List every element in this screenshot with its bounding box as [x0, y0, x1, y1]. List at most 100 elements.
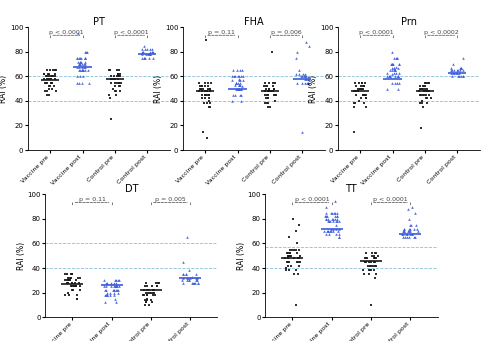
Point: [44, 71, 52, 77]
Point: [102, 280, 110, 285]
Point: [197, 86, 205, 91]
Point: [284, 259, 292, 265]
Point: [150, 55, 158, 61]
Point: [362, 92, 370, 98]
Point: [204, 86, 212, 91]
Point: [111, 76, 119, 81]
Point: [322, 216, 330, 222]
Point: [460, 74, 468, 79]
Point: [142, 292, 150, 298]
Point: [326, 226, 334, 232]
Point: [294, 271, 302, 277]
Point: [145, 302, 153, 308]
Point: [64, 280, 72, 285]
Point: [104, 290, 112, 295]
Point: [150, 290, 158, 295]
Point: [358, 80, 366, 85]
Point: [110, 74, 118, 79]
Point: [114, 74, 122, 79]
Point: [368, 251, 376, 256]
Point: [67, 271, 75, 277]
Point: [112, 284, 120, 289]
Point: [112, 68, 120, 73]
Point: [107, 80, 115, 85]
Point: [144, 290, 152, 295]
Point: [68, 284, 76, 289]
Point: [321, 214, 329, 219]
Point: [111, 84, 119, 89]
Point: [423, 86, 431, 91]
Point: [101, 292, 109, 298]
Point: [455, 74, 463, 79]
Point: [196, 84, 204, 89]
Point: [67, 284, 75, 289]
Point: [232, 68, 240, 73]
Point: [114, 71, 122, 77]
Point: [408, 222, 416, 228]
Point: [179, 275, 187, 281]
Point: [261, 88, 269, 94]
Point: [179, 259, 187, 265]
Point: [322, 231, 330, 236]
Point: [82, 49, 90, 55]
Point: [76, 55, 84, 61]
Point: [420, 92, 428, 98]
Point: [418, 98, 426, 104]
Point: [112, 278, 120, 283]
Point: [362, 259, 370, 265]
Point: [357, 96, 365, 101]
Point: [146, 55, 154, 61]
Point: [100, 300, 108, 305]
Point: [285, 259, 293, 265]
Point: [190, 280, 198, 285]
Title: Prn: Prn: [401, 16, 417, 27]
Point: [234, 80, 241, 85]
Point: [460, 55, 468, 61]
Point: [420, 88, 428, 94]
Point: [292, 71, 300, 77]
Point: [146, 51, 154, 57]
Point: [398, 231, 406, 236]
Point: [73, 64, 81, 69]
Point: [388, 71, 396, 77]
Point: [77, 59, 85, 64]
Point: [404, 228, 411, 234]
Point: [327, 228, 335, 234]
Point: [47, 80, 55, 85]
Point: [142, 280, 150, 285]
Point: [106, 96, 114, 101]
Point: [116, 88, 124, 94]
Point: [70, 284, 78, 289]
Point: [328, 226, 336, 232]
Point: [374, 253, 382, 258]
Point: [79, 68, 87, 73]
Point: [114, 287, 122, 293]
Point: [454, 74, 462, 79]
Point: [304, 80, 312, 85]
Point: [383, 70, 391, 75]
Point: [288, 263, 296, 268]
Point: [283, 251, 291, 256]
Point: [74, 31, 82, 36]
Point: [400, 235, 408, 240]
Point: [265, 80, 273, 85]
Point: [202, 88, 210, 94]
Point: [149, 49, 157, 55]
Point: [229, 68, 237, 73]
Point: [390, 68, 398, 73]
Point: [286, 251, 294, 256]
Point: [354, 88, 362, 94]
Point: [140, 55, 148, 61]
Point: [40, 71, 48, 77]
Point: [40, 71, 48, 77]
Point: [236, 68, 244, 73]
Point: [106, 284, 114, 289]
Point: [386, 74, 394, 79]
Point: [354, 88, 362, 94]
Point: [228, 77, 235, 83]
Point: [372, 255, 380, 261]
Point: [272, 92, 280, 98]
Point: [71, 280, 79, 285]
Point: [138, 55, 146, 61]
Point: [292, 228, 300, 234]
